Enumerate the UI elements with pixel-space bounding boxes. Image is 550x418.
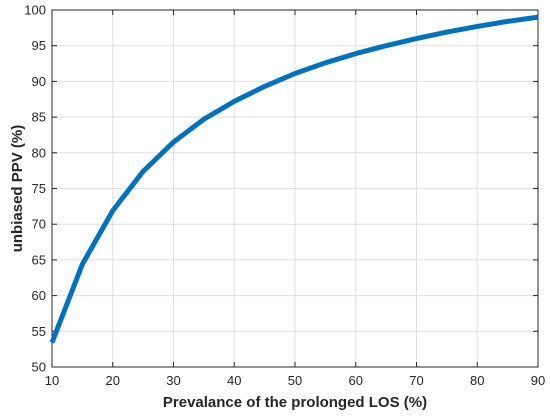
y-tick-label: 55: [32, 324, 46, 339]
y-axis-label: unbiased PPV (%): [9, 125, 26, 253]
y-tick-label: 65: [32, 252, 46, 267]
y-tick-label: 95: [32, 38, 46, 53]
y-tick-label: 90: [32, 74, 46, 89]
x-tick-label: 80: [470, 373, 484, 388]
x-axis-label: Prevalance of the prolonged LOS (%): [163, 394, 427, 411]
grid: [52, 10, 538, 367]
x-tick-label: 50: [288, 373, 302, 388]
x-tick-label: 90: [531, 373, 545, 388]
y-tick-label: 60: [32, 288, 46, 303]
y-tick-label: 100: [24, 3, 46, 18]
x-tick-label: 60: [349, 373, 363, 388]
x-tick-label: 30: [166, 373, 180, 388]
axis-ticks: 10 20 30 40 50 60 70 80 90 50 55 60 65 70 75 80 85 90 95 10…: [24, 3, 545, 389]
y-tick-label: 80: [32, 145, 46, 160]
y-tick-label: 75: [32, 181, 46, 196]
y-tick-label: 70: [32, 217, 46, 232]
y-tick-label: 50: [32, 360, 46, 375]
y-tick-label: 85: [32, 110, 46, 125]
x-tick-label: 10: [45, 373, 59, 388]
x-tick-label: 20: [106, 373, 120, 388]
x-tick-label: 70: [409, 373, 423, 388]
x-tick-label: 40: [227, 373, 241, 388]
